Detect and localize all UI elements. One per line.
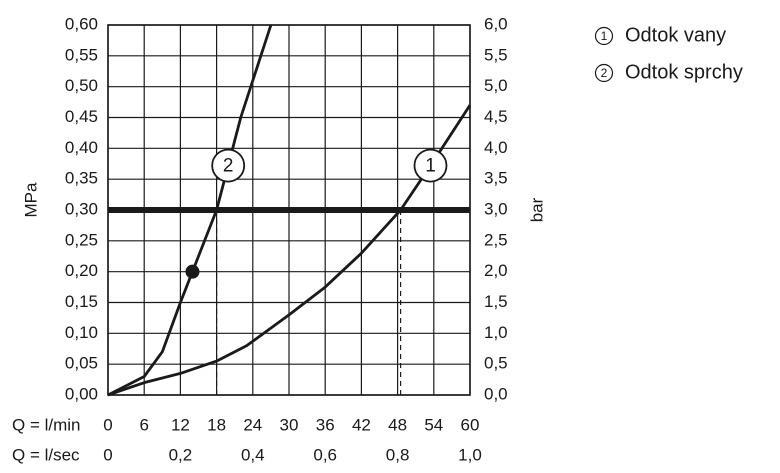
- x-tick-label: 24: [243, 415, 262, 434]
- point-marker: [185, 264, 200, 279]
- curve-label-circle: [413, 148, 448, 183]
- y-tick-label: 0,10: [65, 323, 98, 342]
- x-tick-label: 54: [424, 415, 443, 434]
- x-tick-label: 42: [352, 415, 371, 434]
- y2-tick-label: 0,5: [484, 354, 508, 373]
- y-tick-label: 0,55: [65, 45, 98, 64]
- legend-symbol: [594, 63, 614, 83]
- y-tick-label: 0,60: [65, 14, 98, 33]
- x2-axis-label: Q = l/sec: [12, 445, 80, 464]
- y2-tick-label: 0,0: [484, 384, 508, 403]
- x2-tick-label: 1,0: [458, 445, 482, 464]
- y-tick-label: 0,30: [65, 199, 98, 218]
- curve-label: 1: [425, 156, 436, 177]
- y-tick-label: 0,15: [65, 292, 98, 311]
- legend-label: Odtok sprchy: [625, 61, 743, 83]
- y-tick-label: 0,20: [65, 261, 98, 280]
- x2-tick-label: 0: [103, 445, 112, 464]
- curve: [107, 104, 472, 397]
- curve-label-circle: [211, 148, 246, 183]
- y2-tick-label: 1,5: [484, 292, 508, 311]
- curve: [107, 24, 273, 397]
- y2-tick-label: 4,0: [484, 138, 508, 157]
- x-tick-label: 30: [280, 415, 299, 434]
- legend-symbol-label: 2: [601, 66, 608, 80]
- x-tick-label: 60: [461, 415, 480, 434]
- y-tick-label: 0,40: [65, 138, 98, 157]
- y-tick-label: 0,45: [65, 107, 98, 126]
- y2-axis-label: bar: [527, 197, 546, 222]
- y2-tick-label: 5,5: [484, 45, 508, 64]
- x-tick-label: 36: [316, 415, 335, 434]
- y2-tick-label: 4,5: [484, 107, 508, 126]
- x-tick-label: 48: [388, 415, 407, 434]
- x-axis-label: Q = l/min: [12, 415, 81, 434]
- x-tick-label: 6: [139, 415, 148, 434]
- x2-tick-label: 0,4: [241, 445, 265, 464]
- y-tick-label: 0,00: [65, 384, 98, 403]
- y2-tick-label: 6,0: [484, 14, 508, 33]
- y-tick-label: 0,35: [65, 169, 98, 188]
- legend-symbol: [594, 26, 614, 46]
- x-tick-label: 0: [103, 415, 112, 434]
- y2-tick-label: 3,0: [484, 199, 508, 218]
- y-tick-label: 0,25: [65, 230, 98, 249]
- x2-tick-label: 0,8: [386, 445, 410, 464]
- x2-tick-label: 0,6: [313, 445, 337, 464]
- y2-tick-label: 3,5: [484, 169, 508, 188]
- x2-tick-label: 0,2: [169, 445, 193, 464]
- x-tick-label: 12: [171, 415, 190, 434]
- y-axis-label: MPa: [21, 182, 40, 218]
- y2-tick-label: 2,5: [484, 230, 508, 249]
- x-tick-label: 18: [207, 415, 226, 434]
- y2-tick-label: 1,0: [484, 323, 508, 342]
- legend-symbol-label: 1: [601, 29, 608, 43]
- y-tick-label: 0,50: [65, 76, 98, 95]
- legend-label: Odtok vany: [625, 24, 726, 46]
- y-tick-label: 0,05: [65, 354, 98, 373]
- y2-tick-label: 2,0: [484, 261, 508, 280]
- curve-label: 2: [223, 156, 234, 177]
- y2-tick-label: 5,0: [484, 76, 508, 95]
